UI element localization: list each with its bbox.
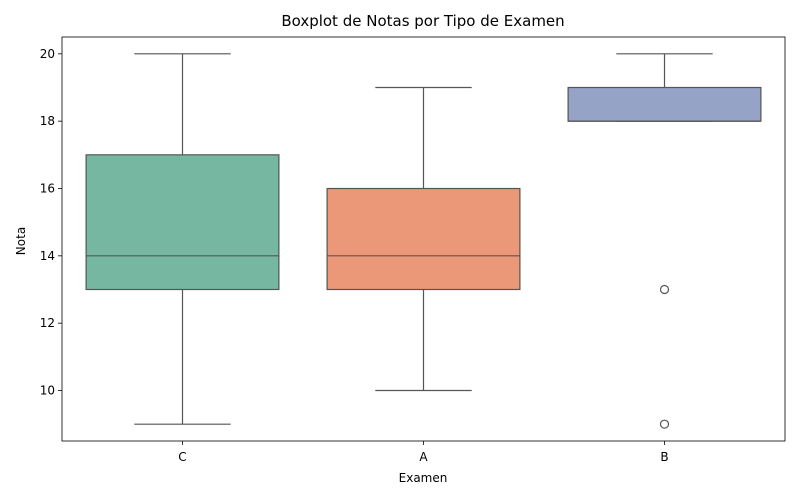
y-axis-label: Nota — [14, 227, 28, 255]
outlier-point — [659, 419, 670, 429]
y-tick-label: 16 — [40, 182, 55, 196]
iqr-box — [567, 86, 762, 122]
x-axis-label: Examen — [399, 471, 448, 485]
y-tick-label: 20 — [40, 47, 55, 61]
y-tick-label: 18 — [40, 114, 55, 128]
y-tick-label: 12 — [40, 316, 55, 330]
x-tick-label: B — [660, 450, 668, 464]
plot-area: 10 12 14 16 18 20 C A B — [40, 36, 786, 464]
iqr-box — [85, 154, 280, 291]
x-tick-label: C — [178, 450, 186, 464]
chart-title: Boxplot de Notas por Tipo de Examen — [281, 12, 564, 30]
box-c — [85, 53, 280, 425]
y-tick-label: 14 — [40, 249, 55, 263]
box-b — [567, 53, 762, 429]
iqr-box — [326, 187, 521, 291]
y-tick-label: 10 — [40, 384, 55, 398]
box-a — [326, 86, 521, 392]
outlier-point — [659, 284, 670, 295]
x-tick-label: A — [419, 450, 428, 464]
